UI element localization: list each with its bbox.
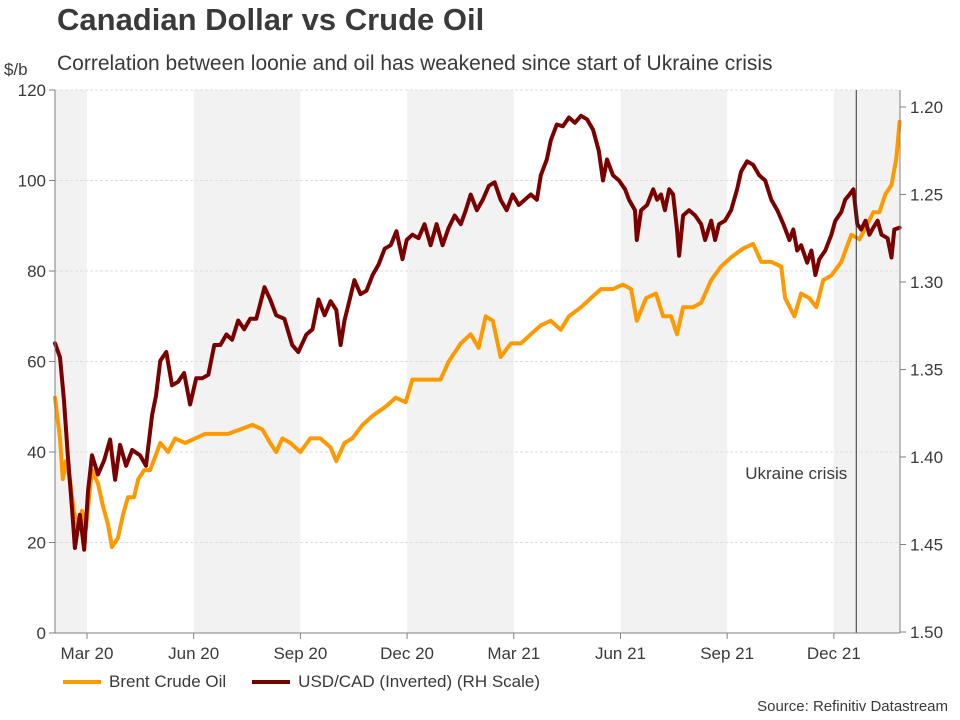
right-tick-label: 1.25 xyxy=(910,186,943,205)
x-tick-label: Jun 20 xyxy=(168,644,219,663)
x-tick-label: Sep 20 xyxy=(273,644,327,663)
right-tick-label: 1.45 xyxy=(910,536,943,555)
right-tick-label: 1.40 xyxy=(910,448,943,467)
gridlines xyxy=(55,89,900,543)
legend-label-brent: Brent Crude Oil xyxy=(109,672,227,691)
series-line xyxy=(53,113,902,552)
series-usdcad xyxy=(53,113,902,552)
x-tick-label: Dec 21 xyxy=(807,644,861,663)
right-axis-ticks: 1.20 1.25 1.30 1.35 1.40 1.45 1.50 xyxy=(900,98,943,642)
legend-swatch-brent xyxy=(63,680,101,684)
left-tick-label: 100 xyxy=(18,172,46,191)
x-tick-label: Mar 20 xyxy=(61,644,114,663)
left-axis-unit-label: $/b xyxy=(4,60,28,79)
chart-subtitle: Correlation between loonie and oil has w… xyxy=(57,52,773,75)
left-tick-label: 60 xyxy=(27,353,46,372)
right-tick-label: 1.20 xyxy=(910,98,943,117)
right-tick-label: 1.35 xyxy=(910,361,943,380)
left-tick-label: 40 xyxy=(27,443,46,462)
left-tick-label: 0 xyxy=(37,624,46,643)
x-tick-label: Dec 20 xyxy=(380,644,434,663)
series-brent xyxy=(53,119,902,549)
legend-swatch-usdcad xyxy=(252,680,291,684)
x-tick-label: Mar 21 xyxy=(487,644,540,663)
x-tick-label: Sep 21 xyxy=(700,644,754,663)
left-tick-label: 120 xyxy=(18,81,46,100)
left-axis-ticks: 0 20 40 60 80 100 120 xyxy=(18,81,55,643)
chart-title: Canadian Dollar vs Crude Oil xyxy=(57,2,485,37)
legend-label-usdcad: USD/CAD (Inverted) (RH Scale) xyxy=(298,672,540,691)
right-tick-label: 1.30 xyxy=(910,273,943,292)
right-tick-label: 1.50 xyxy=(910,623,943,642)
x-tick-label: Jun 21 xyxy=(595,644,646,663)
ukraine-crisis-label: Ukraine crisis xyxy=(745,464,847,483)
annotation: Ukraine crisis xyxy=(745,90,857,633)
legend-item-brent: Brent Crude Oil xyxy=(63,672,226,692)
legend-item-usdcad: USD/CAD (Inverted) (RH Scale) xyxy=(252,672,540,692)
series-line xyxy=(53,119,902,549)
legend: Brent Crude Oil USD/CAD (Inverted) (RH S… xyxy=(63,672,566,692)
left-tick-label: 20 xyxy=(27,534,46,553)
shaded-band xyxy=(620,90,728,633)
x-axis-ticks: Mar 20 Jun 20 Sep 20 Dec 20 Mar 21 Jun 21 Sep … xyxy=(61,633,861,663)
left-tick-label: 80 xyxy=(27,262,46,281)
source-note: Source: Refinitiv Datastream xyxy=(757,698,948,715)
